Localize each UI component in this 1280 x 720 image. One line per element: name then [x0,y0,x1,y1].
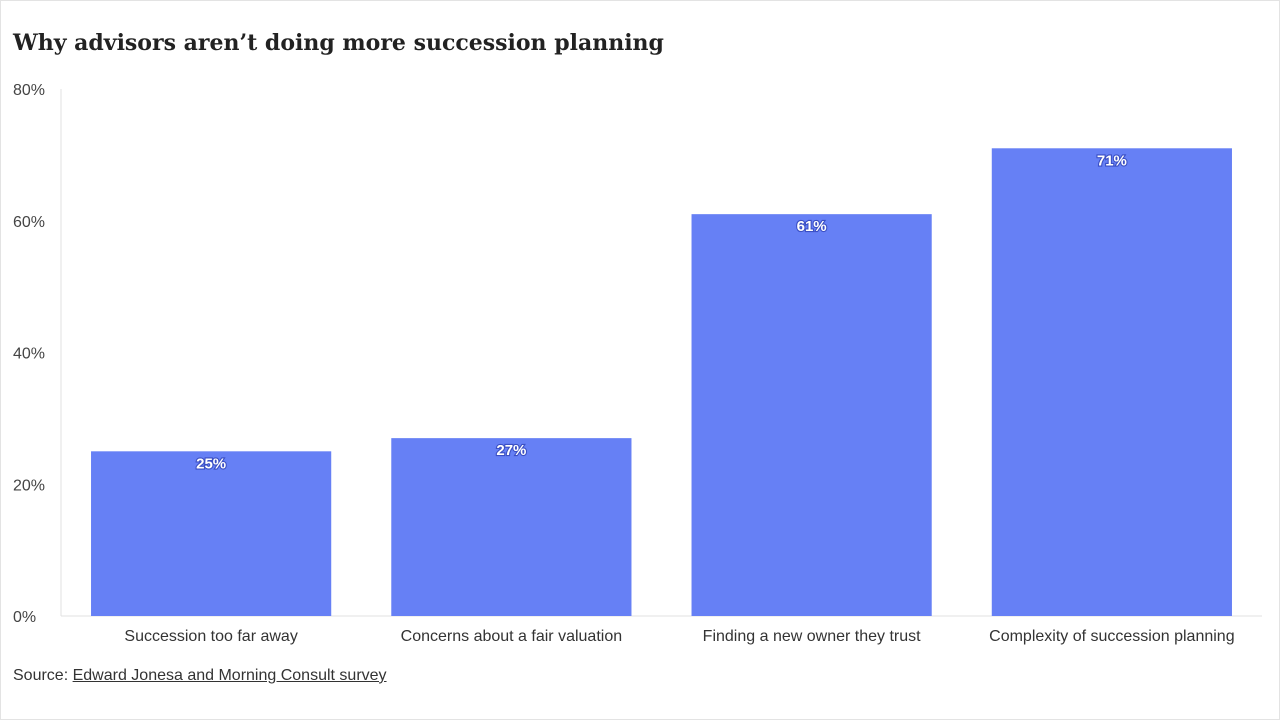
source-note: Source: Edward Jonesa and Morning Consul… [13,667,387,685]
bar[interactable] [91,451,332,616]
bar[interactable] [691,214,932,616]
chart-title: Why advisors aren’t doing more successio… [13,30,664,56]
source-prefix: Source: [13,667,73,684]
bar[interactable] [391,438,632,616]
bar-value-label: 25% [196,455,226,472]
bar[interactable] [991,148,1232,616]
y-tick-label: 60% [13,214,45,231]
source-link[interactable]: Edward Jonesa and Morning Consult survey [72,667,387,684]
x-category-label: Complexity of succession planning [989,628,1234,645]
bar-value-label: 27% [496,442,526,459]
y-tick-label: 80% [13,82,45,99]
y-tick-label: 20% [13,477,45,494]
x-category-label: Concerns about a fair valuation [401,628,622,645]
y-tick-label: 0% [13,609,36,626]
bar-value-label: 71% [1097,152,1127,169]
bar-chart: 0% 20% 40% 60% 80% 25% Succession too far away… [13,82,1262,645]
x-category-label: Finding a new owner they trust [703,628,921,645]
x-category-label: Succession too far away [124,628,297,645]
bar-value-label: 61% [797,218,827,235]
y-tick-label: 40% [13,346,45,363]
